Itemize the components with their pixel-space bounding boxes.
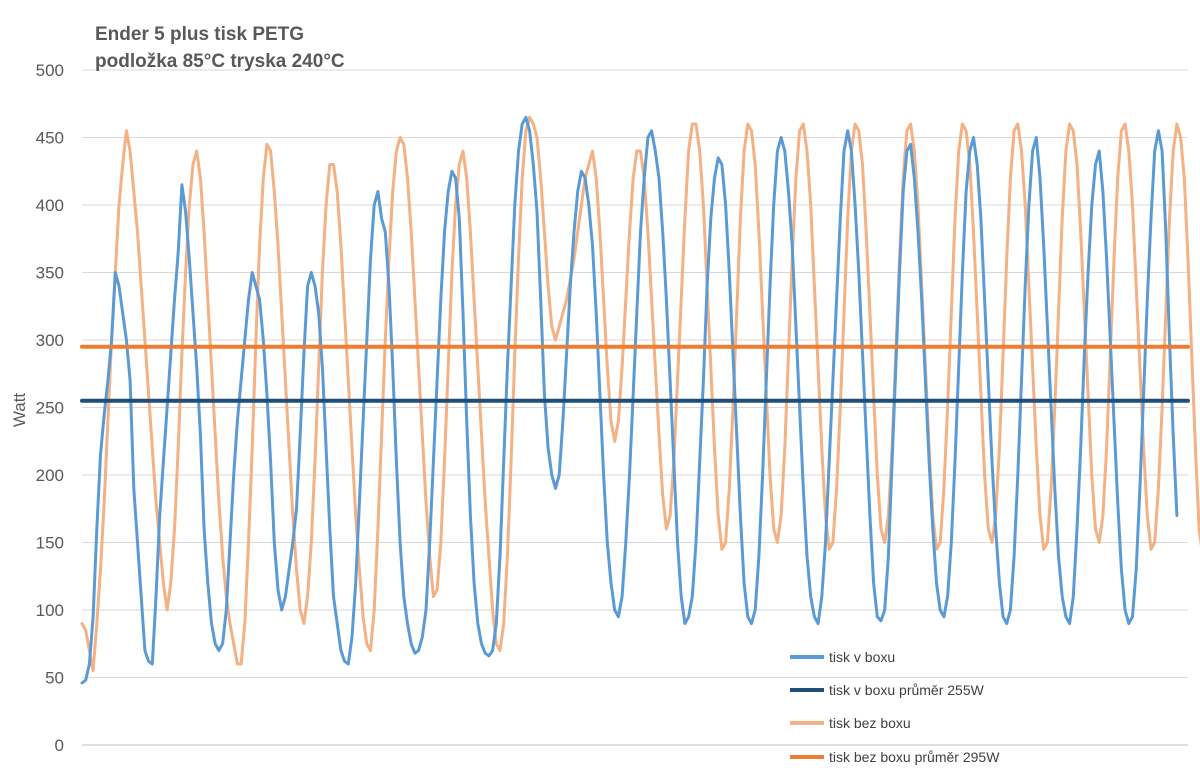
y-tick-label: 300	[36, 331, 64, 350]
chart-title-line-2: podložka 85°C tryska 240°C	[95, 51, 345, 72]
legend-item-tisk-v-boxu-prumer: tisk v boxu průměr 255W	[790, 682, 985, 698]
y-tick-label: 0	[55, 736, 64, 755]
y-tick-label: 400	[36, 196, 64, 215]
legend-item-tisk-bez-boxu-prumer: tisk bez boxu průměr 295W	[790, 749, 1000, 765]
chart-title-line-1: Ender 5 plus tisk PETG	[95, 24, 304, 45]
y-axis-label: Watt	[10, 393, 29, 428]
series-line-0	[80, 115, 1179, 685]
y-tick-label: 100	[36, 601, 64, 620]
legend-label: tisk v boxu	[829, 649, 895, 665]
y-tick-label: 500	[36, 61, 64, 80]
legend: tisk v boxu tisk v boxu průměr 255W tisk…	[790, 649, 1000, 765]
series-line-2	[80, 115, 1200, 673]
legend-item-tisk-v-boxu: tisk v boxu	[790, 649, 895, 665]
y-axis-ticks: 0 50 100 150 200 250 300 350 400 450 500	[36, 61, 64, 755]
y-tick-label: 250	[36, 399, 64, 418]
y-tick-label: 450	[36, 129, 64, 148]
y-tick-label: 200	[36, 466, 64, 485]
legend-label: tisk v boxu průměr 255W	[829, 682, 985, 698]
legend-label: tisk bez boxu průměr 295W	[829, 749, 1000, 765]
y-tick-label: 350	[36, 264, 64, 283]
y-tick-label: 150	[36, 534, 64, 553]
series-lines	[80, 115, 1200, 685]
legend-item-tisk-bez-boxu: tisk bez boxu	[790, 715, 911, 731]
gridlines	[82, 69, 1188, 746]
y-tick-label: 50	[45, 669, 64, 688]
legend-label: tisk bez boxu	[829, 715, 911, 731]
